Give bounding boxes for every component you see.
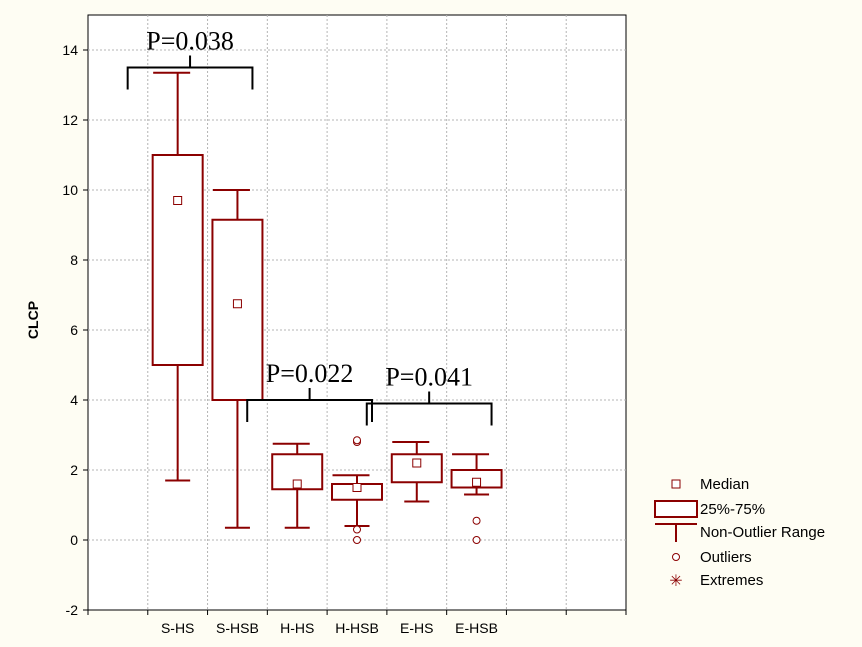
iqr-box [211, 218, 264, 401]
p-value-label: P=0.041 [385, 363, 473, 392]
box-e-hsb [450, 453, 503, 544]
annotations: P=0.038 P=0.022 P=0.041 [126, 27, 493, 426]
outlier-point [472, 536, 481, 544]
box-e-hs [390, 441, 443, 503]
legend-entry-label: Median [700, 476, 749, 493]
grid [88, 15, 626, 610]
y-tick-label: 0 [70, 532, 78, 548]
box-s-hs [151, 71, 204, 482]
x-tick-label: H-HSB [335, 620, 379, 636]
p-value-label: P=0.038 [146, 27, 234, 56]
median-marker [352, 483, 362, 492]
x-tick-label: E-HS [400, 620, 433, 636]
legend-entry-label: Non-Outlier Range [700, 524, 825, 541]
median-marker [232, 299, 242, 309]
legend-entry-label: 25%-75% [700, 501, 765, 518]
outlier-point [353, 536, 361, 544]
boxes [151, 71, 503, 544]
significance-bracket: P=0.022 [246, 359, 373, 422]
p-value-label: P=0.022 [266, 359, 354, 388]
legend-median-symbol [671, 479, 681, 489]
y-tick-label: 12 [62, 112, 78, 128]
x-tick-label: E-HSB [455, 620, 498, 636]
legend-outlier-symbol [672, 553, 680, 561]
median-marker [292, 479, 302, 489]
y-tick-label: 10 [62, 182, 78, 198]
median-marker [412, 458, 422, 468]
legend-extreme-symbol: ✳ [669, 571, 682, 590]
legend-entry-label: Outliers [700, 549, 752, 566]
x-tick-label: S-HS [161, 620, 194, 636]
y-tick-label: 4 [70, 392, 78, 408]
x-tick-label: H-HS [280, 620, 314, 636]
legend-entry-label: Extremes [700, 572, 763, 589]
y-tick-label: 6 [70, 322, 78, 338]
iqr-box [390, 453, 443, 484]
y-tick-label: 14 [62, 42, 78, 58]
box-h-hsb [331, 436, 383, 544]
y-axis: -2 0 2 4 6 8 10 12 14 [62, 42, 88, 618]
x-tick-label: S-HSB [216, 620, 259, 636]
y-axis-label: CLCP [25, 301, 41, 339]
median-marker [472, 477, 482, 487]
iqr-box [151, 154, 204, 366]
y-tick-label: 8 [70, 252, 78, 268]
y-tick-label: -2 [66, 602, 79, 618]
median-marker [173, 196, 183, 205]
significance-bracket: P=0.041 [365, 363, 493, 426]
box-s-hsb [211, 189, 264, 529]
outlier-point [353, 436, 361, 445]
significance-bracket: P=0.038 [126, 27, 254, 90]
legend: Median 25%-75% Non-Outlier Range Outliers ✳ E… [654, 476, 825, 590]
legend-box-symbol [654, 500, 698, 518]
box-h-hs [271, 442, 324, 529]
outlier-point [353, 525, 361, 534]
y-tick-label: 2 [70, 462, 78, 478]
outlier-point [472, 516, 481, 525]
x-axis: S-HS S-HSB H-HS H-HSB E-HS E-HSB [87, 610, 627, 636]
